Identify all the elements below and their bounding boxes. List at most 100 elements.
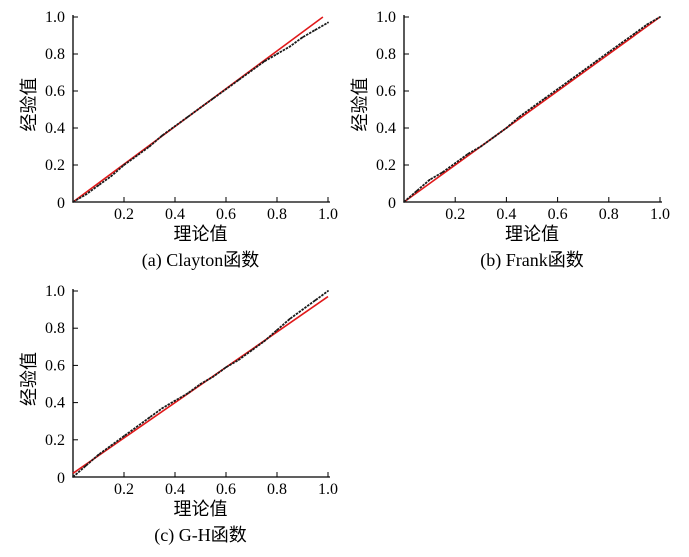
x-tick-label: 1.0 [650,206,670,223]
chart-3: 0 0.2 0.4 0.6 0.8 1.0 0.2 0.4 0.6 0.8 1.0 理论值 经验值 (c)… [19,283,338,546]
data-point [186,116,189,118]
data-point [607,51,610,54]
x-tick-label: 0.2 [114,481,134,498]
data-point [415,190,418,192]
chart-caption: (a) Clayton函数 [142,250,259,271]
data-point [148,145,151,148]
data-point [263,60,266,63]
y-tick-label: 0.6 [45,357,65,374]
data-point [595,60,597,63]
data-point [135,154,138,157]
y-tick-label: 0.2 [376,157,396,174]
chart-1: 0 0.2 0.4 0.6 0.8 1.0 0.2 0.4 0.6 0.8 1.0 理论值 经验值 (a)… [19,9,338,271]
data-point [212,375,215,378]
data-point [633,32,636,35]
empirical-series-line [72,21,329,203]
data-point [301,36,304,39]
data-point [467,153,469,155]
chart-2: 0 0.2 0.4 0.6 0.8 1.0 0.2 0.4 0.6 0.8 1.0 理论值 经验值 (b)… [350,9,670,271]
data-point [110,444,113,447]
y-tick-label: 0 [57,470,65,487]
data-point [110,175,113,178]
data-point [123,164,125,166]
data-point [659,16,661,18]
y-tick-label: 0.8 [45,320,65,337]
data-point [72,201,74,203]
x-tick-label: 0.8 [599,206,619,223]
reference-line [403,16,661,203]
x-tick-label: 0.6 [216,206,236,223]
data-point [174,125,176,128]
data-point [543,97,546,100]
data-point [174,399,176,402]
data-point [72,476,74,478]
data-point [186,392,189,395]
data-point [428,178,431,181]
data-point [225,88,227,91]
data-point [620,42,623,44]
data-point [314,299,317,302]
data-point [199,383,202,385]
data-point [646,23,649,26]
data-point [403,201,405,203]
data-point [327,21,329,24]
x-tick-label: 0.2 [114,206,134,223]
y-axis-title: 经验值 [19,78,39,132]
y-axis-title: 经验值 [350,78,370,132]
data-point [518,116,521,118]
x-tick-label: 0.4 [165,481,185,498]
x-tick-label: 0.6 [216,481,236,498]
x-tick-label: 0.4 [496,206,516,223]
data-point [492,136,495,139]
data-point [479,145,482,148]
chart-caption: (c) G-H函数 [154,525,246,546]
data-point [582,69,585,72]
data-point [199,106,202,109]
y-tick-label: 0.4 [376,120,396,137]
data-point [250,349,253,352]
data-point [250,69,253,72]
y-tick-label: 0.4 [45,120,65,137]
data-point [314,29,317,31]
x-axis-title: 理论值 [174,499,228,519]
data-point [237,358,240,361]
y-tick-label: 0.6 [376,83,396,100]
data-point [454,162,457,165]
data-point [225,366,227,369]
x-axis-title: 理论值 [174,224,228,244]
data-point [276,329,278,331]
data-point [84,464,87,467]
y-tick-label: 0.2 [45,157,65,174]
data-point [301,308,304,311]
x-tick-label: 0.2 [445,206,465,223]
x-tick-label: 0.8 [267,206,287,223]
data-point [441,171,444,174]
data-point [569,79,572,81]
x-axis-title: 理论值 [505,224,559,244]
y-tick-label: 0.4 [45,395,65,412]
x-tick-label: 0.4 [165,206,185,223]
data-point [135,425,138,428]
y-tick-label: 0.6 [45,83,65,100]
data-point [123,435,125,437]
data-point [84,193,87,196]
y-tick-label: 0 [57,195,65,212]
data-point [237,79,240,81]
x-tick-label: 1.0 [318,206,338,223]
y-tick-label: 0.2 [45,432,65,449]
data-point [556,88,559,91]
data-point [276,53,278,55]
y-tick-label: 1.0 [376,9,396,26]
data-point [263,340,266,343]
y-tick-label: 0.8 [45,46,65,63]
x-tick-label: 0.8 [267,481,287,498]
data-point [161,407,164,410]
x-tick-label: 1.0 [318,481,338,498]
data-point [531,106,533,109]
y-axis-title: 经验值 [19,352,39,406]
y-tick-label: 0.8 [376,46,396,63]
data-point [97,453,100,456]
data-point [161,134,164,137]
data-point [505,127,508,129]
